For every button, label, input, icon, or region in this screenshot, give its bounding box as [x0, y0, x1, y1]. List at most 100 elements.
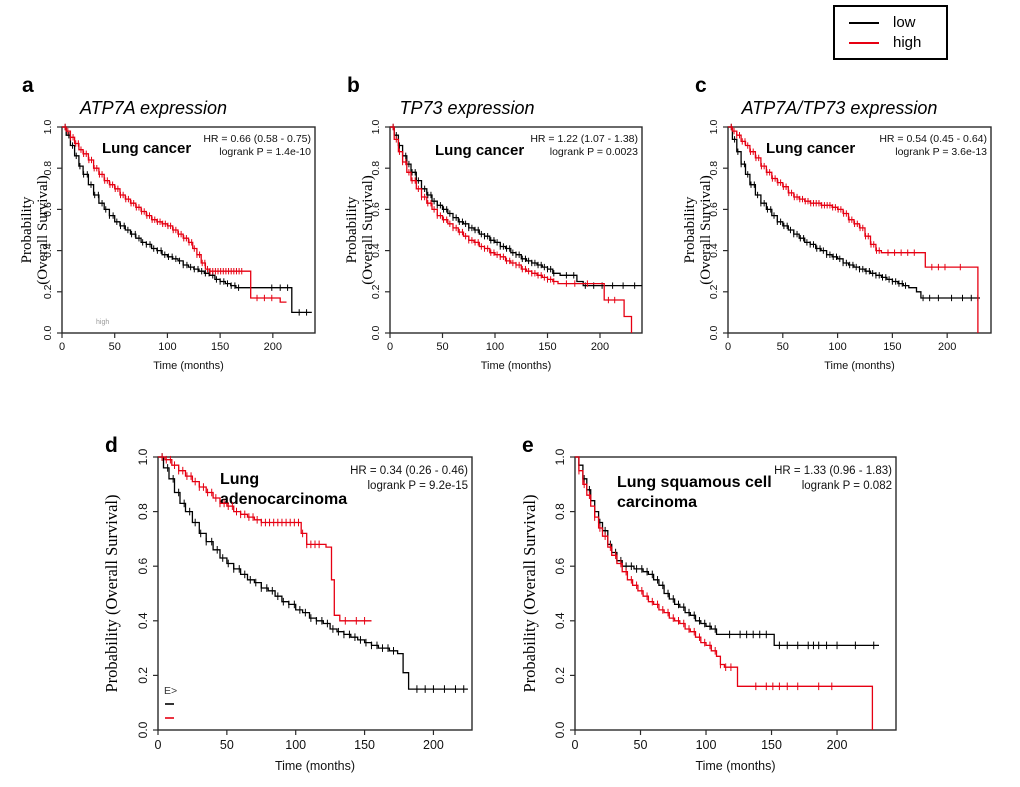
y-tick-label: 0.4 [136, 612, 150, 629]
x-tick-label: 150 [761, 738, 782, 752]
x-tick-label: 0 [725, 341, 731, 353]
hr-annotation: HR = 0.34 (0.26 - 0.46) [350, 465, 468, 477]
y-axis-title-line2: (Overall Survival) [698, 175, 714, 285]
y-tick-label: 0.4 [370, 243, 382, 258]
x-tick-label: 50 [109, 341, 121, 353]
x-tick-label: 50 [436, 341, 448, 353]
y-tick-label: 0.8 [42, 161, 54, 176]
panel-a-letter: a [22, 74, 34, 97]
y-axis-title-line1: Probability [20, 196, 35, 263]
panel-e: e 0 50 100 150 200 Time (months) 0.0 0.2 0.4 0.6 0.… [518, 428, 916, 787]
km-plot-e: e 0 50 100 150 200 Time (months) 0.0 0.2 0.4 0.6 0.… [520, 434, 897, 773]
x-tick-label: 200 [938, 341, 956, 353]
logrank-annotation: logrank P = 0.0023 [550, 146, 638, 158]
legend-stub-text: E> [164, 685, 177, 697]
km-plot-c: c ATP7A/TP73 expression 0 50 100 150 200 Time (… [682, 74, 992, 372]
x-tick-label: 100 [696, 738, 717, 752]
km-curve-low [728, 126, 980, 299]
figure-legend: low high [833, 5, 948, 60]
km-plot-b: b TP73 expression 0 50 100 150 200 Time (months… [344, 74, 643, 372]
panel-c: c ATP7A/TP73 expression 0 50 100 150 200 Time (… [682, 70, 1015, 382]
hr-annotation: HR = 0.66 (0.58 - 0.75) [203, 133, 311, 145]
plot-box [389, 126, 643, 334]
x-tick-label: 150 [354, 738, 375, 752]
plot-box [574, 456, 897, 731]
y-tick-label: 0.8 [553, 503, 567, 520]
km-curve-low [158, 456, 468, 690]
x-tick-label: 100 [285, 738, 306, 752]
y-tick-label: 1.0 [553, 448, 567, 465]
cohort-label-c: Lung cancer [766, 140, 855, 157]
y-tick-label: 0.2 [708, 284, 720, 299]
cohort-label-d: adenocarcinoma [220, 491, 347, 508]
x-tick-label: 100 [486, 341, 504, 353]
y-axis-title-line1: Probability [683, 196, 698, 263]
km-curve-high [158, 456, 372, 622]
panel-a: a ATP7A expression 0 50 100 150 200 Time (month… [19, 70, 338, 382]
y-axis-title-line1: Probability [345, 196, 360, 263]
x-axis-title: Time (months) [275, 759, 355, 773]
km-curve-low [62, 126, 312, 314]
y-tick-label: 0.4 [553, 612, 567, 629]
panel-b: b TP73 expression 0 50 100 150 200 Time (months… [344, 70, 659, 382]
km-curve-high [62, 126, 287, 303]
y-tick-label: 1.0 [136, 448, 150, 465]
hr-annotation: HR = 0.54 (0.45 - 0.64) [879, 133, 987, 145]
x-tick-label: 100 [828, 341, 846, 353]
y-axis-title: Probability (Overall Survival) [520, 495, 539, 693]
y-tick-label: 0.6 [42, 202, 54, 217]
y-tick-label: 0.2 [370, 284, 382, 299]
x-tick-label: 200 [423, 738, 444, 752]
y-tick-label: 0.6 [708, 202, 720, 217]
x-axis-title: Time (months) [695, 759, 775, 773]
x-tick-label: 150 [211, 341, 229, 353]
cohort-label-e: Lung squamous cell [617, 474, 772, 491]
panel-d-letter: d [105, 434, 118, 457]
inplot-note: high [96, 319, 109, 326]
x-tick-label: 0 [59, 341, 65, 353]
km-curve-low [390, 126, 642, 287]
y-tick-label: 0.4 [42, 243, 54, 258]
x-tick-label: 0 [155, 738, 162, 752]
y-tick-label: 1.0 [42, 120, 54, 135]
panel-a-title: ATP7A expression [79, 98, 227, 118]
x-tick-label: 200 [591, 341, 609, 353]
panel-b-title: TP73 expression [399, 98, 534, 118]
x-tick-label: 50 [777, 341, 789, 353]
high-line-swatch [849, 41, 879, 44]
x-tick-label: 50 [220, 738, 234, 752]
y-tick-label: 0.0 [42, 326, 54, 341]
logrank-annotation: logrank P = 1.4e-10 [219, 146, 311, 158]
legend-item-high: high [849, 34, 946, 51]
y-tick-label: 0.8 [136, 503, 150, 520]
y-tick-label: 0.4 [708, 243, 720, 258]
y-axis-title-line2: (Overall Survival) [360, 175, 376, 285]
x-tick-label: 150 [538, 341, 556, 353]
cohort-label-a: Lung cancer [102, 140, 191, 157]
panel-c-letter: c [695, 74, 707, 97]
km-curve-high [728, 126, 979, 333]
y-tick-label: 0.6 [370, 202, 382, 217]
cohort-label-e: carcinoma [617, 494, 697, 511]
y-tick-label: 0.2 [553, 667, 567, 684]
y-tick-label: 0.0 [136, 721, 150, 738]
cohort-label-d: Lung [220, 471, 259, 488]
y-tick-label: 0.8 [708, 161, 720, 176]
x-tick-label: 0 [387, 341, 393, 353]
cohort-label-b: Lung cancer [435, 142, 524, 159]
logrank-annotation: logrank P = 0.082 [802, 480, 892, 492]
y-axis-title: Probability (Overall Survival) [102, 495, 121, 693]
panel-c-title: ATP7A/TP73 expression [741, 98, 938, 118]
legend-label-low: low [893, 14, 916, 31]
y-tick-label: 1.0 [708, 120, 720, 135]
y-tick-label: 0.0 [553, 721, 567, 738]
y-tick-label: 0.6 [553, 558, 567, 575]
panel-b-letter: b [347, 74, 360, 97]
x-tick-label: 150 [883, 341, 901, 353]
y-axis-title-line2: (Overall Survival) [35, 175, 51, 285]
x-tick-label: 200 [264, 341, 282, 353]
plot-box [61, 126, 316, 334]
y-tick-label: 0.2 [136, 667, 150, 684]
legend-item-low: low [849, 14, 946, 31]
